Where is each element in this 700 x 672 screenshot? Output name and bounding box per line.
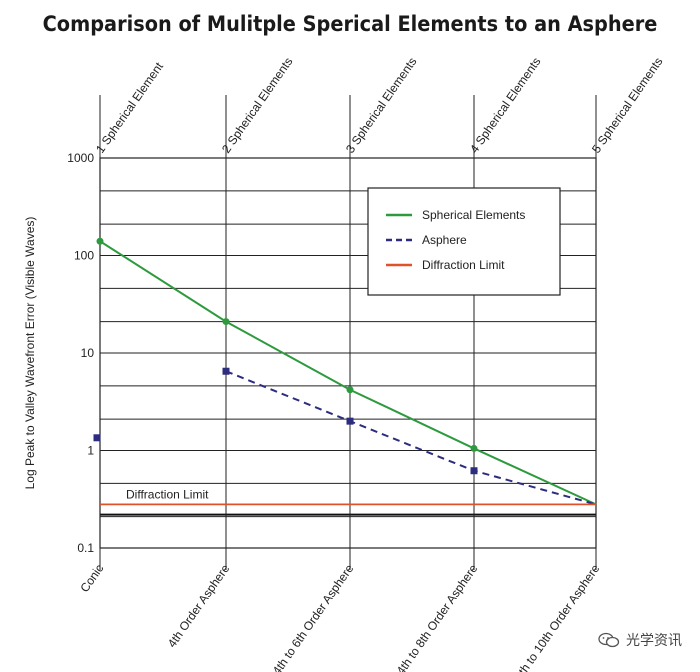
bottom-category-label: Conic [77,562,106,595]
top-category-label: 5 Spherical Elements [589,55,666,156]
y-axis-label: Log Peak to Valley Wavefront Error (Visi… [23,217,37,490]
legend: Spherical Elements Asphere Diffraction Lim… [367,187,561,296]
top-category-label: 3 Spherical Elements [343,55,420,156]
labels: 1000 100 10 1 0.1 Log Peak to Valley Wavefron… [23,55,665,672]
series-asphere-line [225,370,597,506]
y-tick-label: 1 [87,444,94,458]
series-spherical-elements-point [222,318,230,326]
series [93,237,597,506]
y-tick-label: 1000 [67,151,94,165]
watermark: 光学资讯 [598,630,682,650]
top-category-label: 1 Spherical Element [93,59,166,156]
series-spherical-elements-point [346,386,354,394]
legend-label-spherical-elements: Spherical Elements [422,208,525,222]
bottom-category-label: 4th to 10th Order Asphere [512,561,603,672]
top-category-label: 4 Spherical Elements [467,55,544,156]
series-asphere-point [222,367,230,375]
wechat-icon [598,632,620,648]
series-asphere-point [346,417,354,425]
top-category-label: 2 Spherical Elements [219,55,296,156]
bottom-category-label: 4th to 6th Order Asphere [270,561,357,672]
series-spherical-elements-point [470,444,478,452]
axes [99,95,597,570]
watermark-text: 光学资讯 [626,633,682,649]
chart-title: Comparison of Mulitple Sperical Elements… [42,12,658,36]
y-tick-label: 10 [81,346,95,360]
y-tick-label: 0.1 [77,541,94,555]
legend-label-diffraction-limit: Diffraction Limit [422,258,505,272]
series-asphere-point [93,434,101,442]
legend-box [367,187,561,296]
diffraction-limit-annotation: Diffraction Limit [126,487,209,501]
legend-label-asphere: Asphere [422,233,467,247]
bottom-category-label: 4th to 8th Order Asphere [394,561,481,672]
y-tick-label: 100 [74,249,94,263]
series-spherical-elements-point [96,237,104,245]
bottom-category-label: 4th Order Asphere [165,561,233,650]
series-asphere-point [470,467,478,475]
